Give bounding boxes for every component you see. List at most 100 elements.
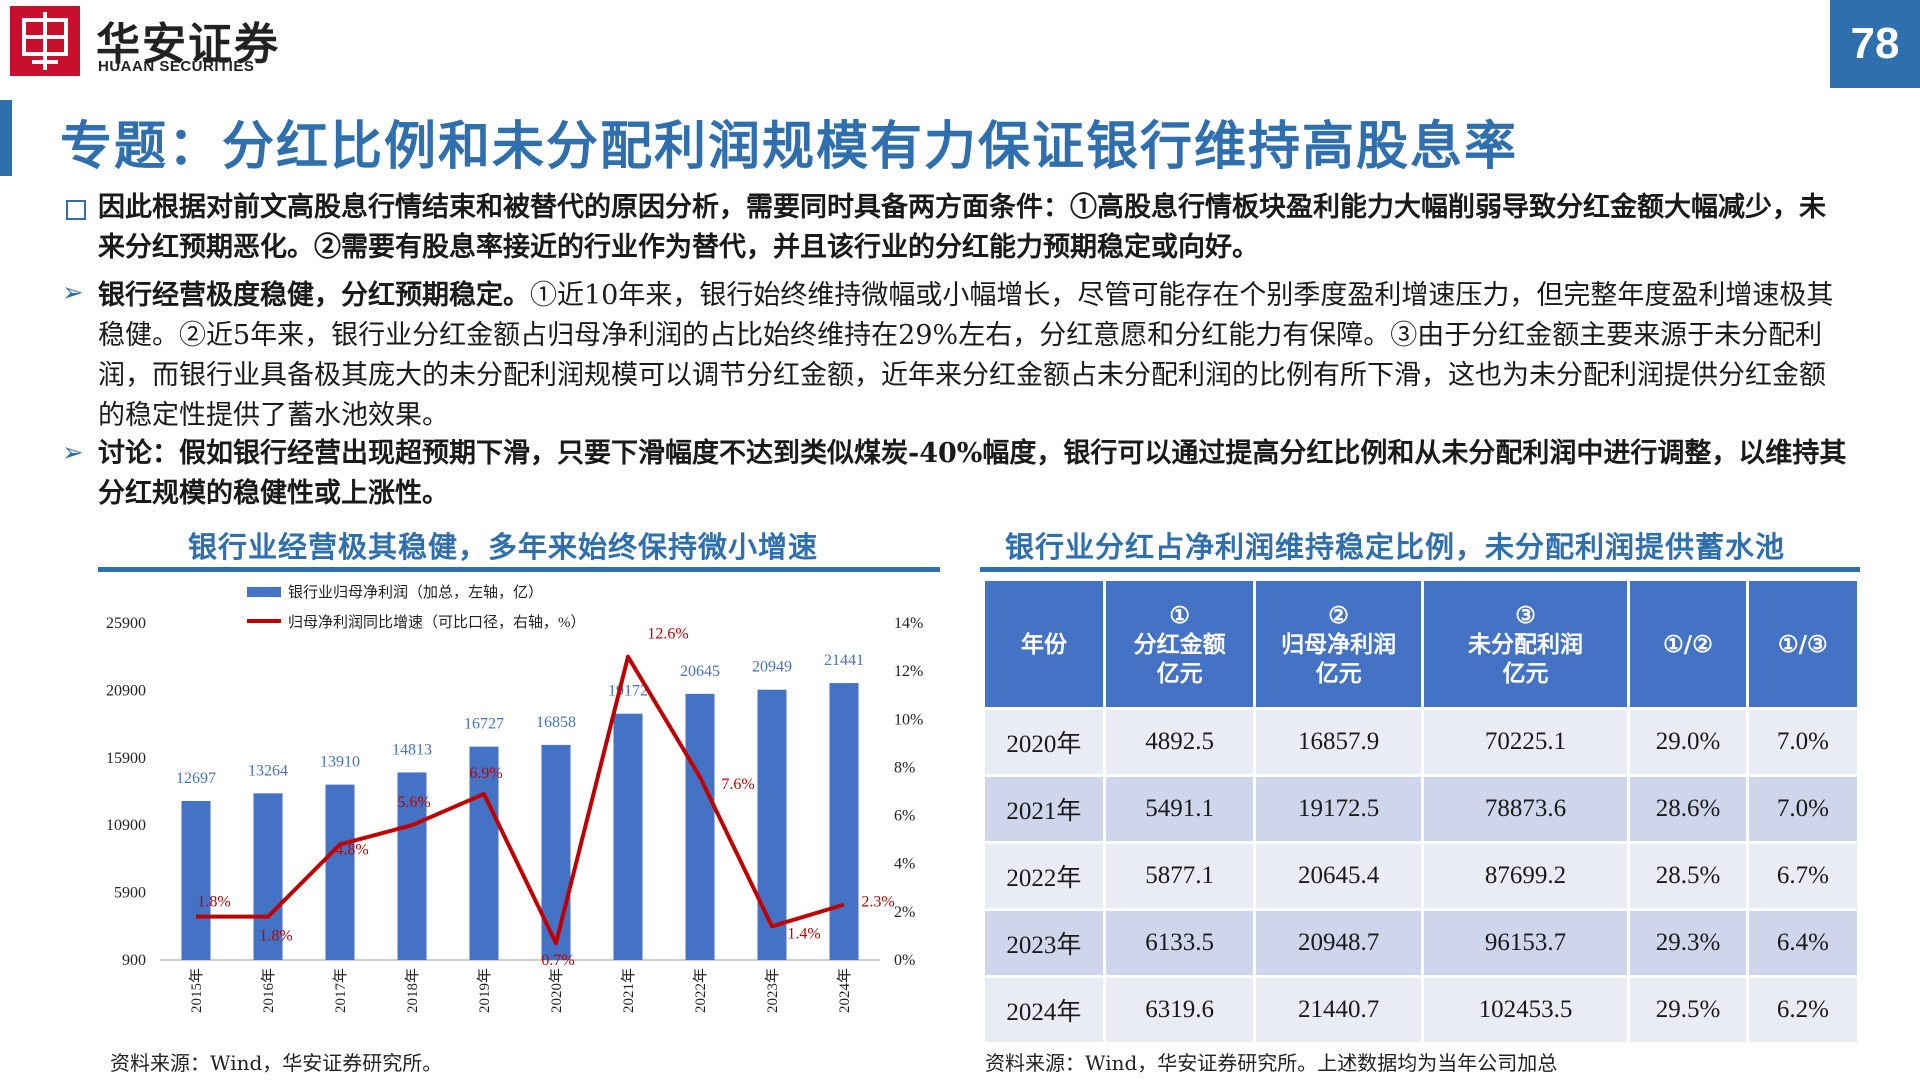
bar-data-label: 19172 — [608, 683, 648, 700]
bar-data-label: 12697 — [176, 770, 216, 787]
arrow-bullet-icon: ➢ — [62, 438, 84, 468]
right-axis-tick-label: 14% — [894, 615, 923, 632]
right-axis-tick-label: 0% — [894, 952, 915, 969]
bar-data-label: 13264 — [248, 762, 288, 779]
line-data-label: 1.4% — [787, 925, 820, 942]
table-header-line: 分红金额 — [1133, 630, 1226, 658]
table-header-line: ② — [1328, 601, 1349, 629]
table-cell: 6319.6 — [1105, 978, 1254, 1042]
table-row: 2023年 6133.5 20948.7 96153.7 29.3% 6.4% — [985, 911, 1857, 975]
table-header-line: ① — [1169, 601, 1190, 629]
line-data-label: 4.8% — [335, 841, 368, 858]
table-cell: 96153.7 — [1423, 911, 1628, 975]
left-axis-tick-label: 10900 — [106, 817, 146, 834]
arrow-bullet-icon: ➢ — [62, 278, 84, 308]
line-data-label: 2.3% — [861, 894, 894, 911]
line-data-label: 12.6% — [647, 626, 688, 643]
table-cell: 28.6% — [1630, 777, 1746, 841]
legend-line-label: 归母净利润同比增速（可比口径，右轴，%） — [288, 614, 586, 631]
table-header-cell: ①/② — [1630, 581, 1746, 707]
table-cell: 4892.5 — [1105, 710, 1254, 774]
table-cell: 2022年 — [985, 844, 1103, 908]
x-axis-tick-label: 2023年 — [764, 968, 781, 1013]
table-cell: 20948.7 — [1256, 911, 1421, 975]
bullet-2-text: 银行经营极度稳健，分红预期稳定。①近10年来，银行始终维持微幅或小幅增长，尽管可… — [98, 276, 1848, 436]
right-axis-tick-label: 6% — [894, 808, 915, 825]
x-axis-tick-label: 2018年 — [404, 968, 421, 1013]
table-cell: 29.5% — [1630, 978, 1746, 1042]
bar-data-label: 20645 — [680, 663, 720, 680]
table-cell: 2023年 — [985, 911, 1103, 975]
title-accent-bar — [0, 100, 12, 176]
bar-data-label: 16727 — [464, 716, 504, 733]
table-cell: 102453.5 — [1423, 978, 1628, 1042]
table-header-cell: ① 分红金额 亿元 — [1105, 581, 1254, 707]
table-cell: 5877.1 — [1105, 844, 1254, 908]
table-header-row: 年份 ① 分红金额 亿元 ② 归母净利润 亿元 ③ 未分配利润 亿元 ①/② ①/③ — [985, 581, 1857, 707]
table-cell: 5491.1 — [1105, 777, 1254, 841]
table-header-line: 亿元 — [1156, 659, 1203, 687]
table-cell: 28.5% — [1630, 844, 1746, 908]
square-bullet-icon — [66, 200, 86, 220]
bullet-1-text: 因此根据对前文高股息行情结束和被替代的原因分析，需要同时具备两方面条件：①高股息… — [98, 192, 1826, 263]
bar — [397, 772, 427, 960]
bar — [685, 693, 715, 960]
page-number: 78 — [1830, 0, 1920, 88]
line-data-label: 1.8% — [259, 928, 292, 945]
table-header-line: 亿元 — [1502, 659, 1549, 687]
table-row: 2021年 5491.1 19172.5 78873.6 28.6% 7.0% — [985, 777, 1857, 841]
right-axis-tick-label: 2% — [894, 904, 915, 921]
table-header-cell: 年份 — [985, 581, 1103, 707]
left-axis-tick-label: 25900 — [106, 615, 146, 632]
x-axis-tick-label: 2024年 — [836, 968, 853, 1013]
x-axis-tick-label: 2019年 — [476, 968, 493, 1013]
bar — [325, 784, 355, 960]
bar — [469, 746, 499, 960]
right-panel-title: 银行业分红占净利润维持稳定比例，未分配利润提供蓄水池 — [1005, 530, 1786, 564]
x-axis-tick-label: 2020年 — [548, 968, 565, 1013]
table-cell: 6.7% — [1748, 844, 1857, 908]
line-data-label: 5.6% — [397, 794, 430, 811]
table-row: 2024年 6319.6 21440.7 102453.5 29.5% 6.2% — [985, 978, 1857, 1042]
table-cell: 6133.5 — [1105, 911, 1254, 975]
table-cell: 19172.5 — [1256, 777, 1421, 841]
right-axis-tick-label: 10% — [894, 711, 923, 728]
table-cell: 7.0% — [1748, 710, 1857, 774]
bar-data-label: 21441 — [824, 652, 864, 669]
brand-logo-mark-icon — [22, 12, 68, 70]
bar-data-label: 16858 — [536, 714, 576, 731]
table-cell: 29.3% — [1630, 911, 1746, 975]
x-axis-tick-label: 2016年 — [260, 968, 277, 1013]
x-axis-tick-label: 2022年 — [692, 968, 709, 1013]
table-cell: 2020年 — [985, 710, 1103, 774]
bar — [757, 689, 787, 960]
table-cell: 70225.1 — [1423, 710, 1628, 774]
table-cell: 2024年 — [985, 978, 1103, 1042]
table-cell: 7.0% — [1748, 777, 1857, 841]
table-cell: 20645.4 — [1256, 844, 1421, 908]
bar-data-label: 14813 — [392, 741, 432, 758]
table-header-line: 年份 — [1020, 630, 1067, 658]
bar — [829, 683, 859, 960]
bar — [181, 800, 211, 960]
right-axis-tick-label: 12% — [894, 663, 923, 680]
x-axis-tick-label: 2015年 — [188, 968, 205, 1013]
left-panel-title: 银行业经营极其稳健，多年来始终保持微小增速 — [188, 530, 819, 564]
right-axis-tick-label: 4% — [894, 856, 915, 873]
legend-bar-label: 银行业归母净利润（加总，左轴，亿） — [288, 584, 543, 601]
line-data-label: 0.7% — [541, 952, 574, 969]
table-row: 2020年 4892.5 16857.9 70225.1 29.0% 7.0% — [985, 710, 1857, 774]
brand-name-en: HUAAN SECURITIES — [98, 58, 255, 75]
table-cell: 78873.6 — [1423, 777, 1628, 841]
table-header-cell: ①/③ — [1748, 581, 1857, 707]
left-axis-tick-label: 15900 — [106, 750, 146, 767]
left-panel-source: 资料来源：Wind，华安证券研究所。 — [110, 1051, 443, 1075]
left-panel-rule — [98, 567, 940, 572]
table-header-line: ①/③ — [1778, 630, 1828, 658]
table-cell: 87699.2 — [1423, 844, 1628, 908]
table-cell: 2021年 — [985, 777, 1103, 841]
table-header-line: 未分配利润 — [1468, 630, 1584, 658]
page-title: 专题：分红比例和未分配利润规模有力保证银行维持高股息率 — [60, 116, 1519, 177]
brand-name-cn: 华安证券 — [96, 19, 280, 70]
line-data-label: 6.9% — [469, 765, 502, 782]
